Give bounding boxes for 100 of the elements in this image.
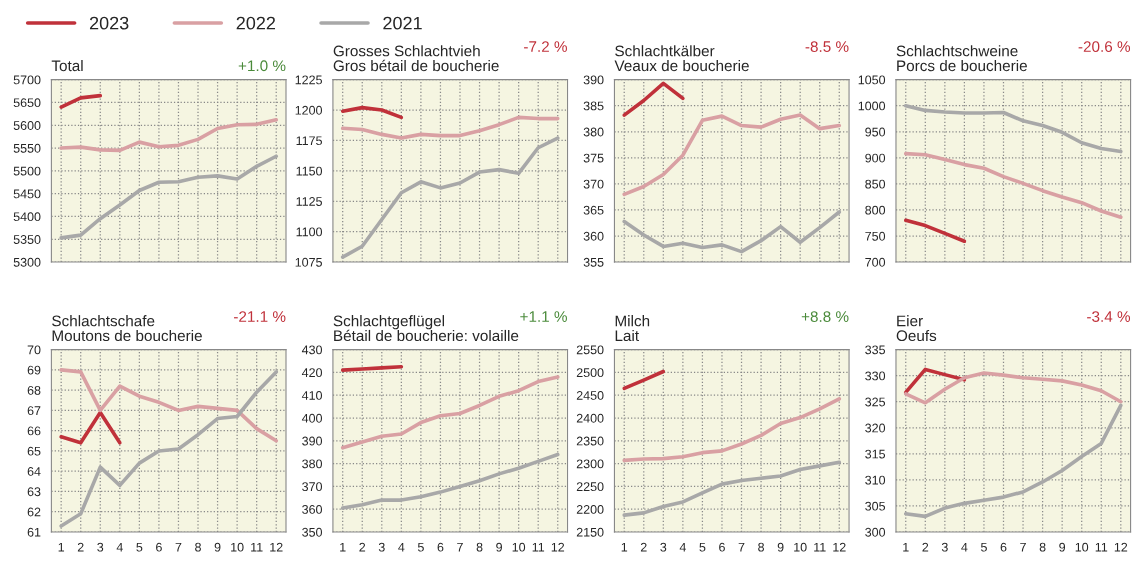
y-tick-label: 1075 [295,257,322,267]
y-tick-label: 64 [27,467,41,476]
y-tick-label: 400 [301,413,323,423]
x-tick-label: 1 [340,542,346,552]
y-tick-label: 305 [865,501,886,511]
text: +8.8 % [801,311,849,322]
x-tick-label: 2 [359,542,366,552]
chart-title: Schlachtschafe [52,315,155,327]
chart-subtitle: Porcs de boucherie [897,59,1027,72]
y-tick-label: 410 [301,391,323,400]
line-series [340,136,560,260]
text: -21.1 % [234,311,286,322]
y-tick-label: 360 [583,231,604,241]
chart-title: Schlachtgeflügel [333,315,445,330]
y-tick-label: 310 [865,475,886,485]
y-tick-label: 430 [301,345,323,355]
y-tick-label: 5500 [13,166,41,176]
x-tick-label: 6 [437,542,444,552]
line-series [340,105,404,120]
y-tick-label: 1200 [295,105,323,115]
y-tick-label: 1150 [296,166,323,176]
y-tick-label: 1000 [858,101,886,111]
x-tick-label: 3 [660,542,667,552]
chart-subtitle: Moutons de boucherie [52,329,202,342]
y-tick-label: 63 [27,487,41,497]
y-tick-label: 65 [27,446,41,456]
x-tick-label: 11 [251,542,263,552]
x-tick-label: 6 [719,542,725,552]
y-tick-label: 360 [302,505,323,514]
y-tick-label: 750 [865,231,886,241]
line-series [59,370,279,528]
line-series [903,367,967,395]
x-tick-label: 11 [532,542,545,552]
y-tick-label: 325 [865,397,886,407]
x-tick-label: 1 [903,542,909,552]
y-tick-label: 350 [302,527,323,537]
chart-subtitle: Bétail de boucherie: volaille [334,329,519,342]
y-tick-label: 1050 [858,75,886,85]
x-tick-label: 1 [58,542,65,552]
line-series [903,218,967,244]
x-tick-label: 5 [417,542,424,552]
x-tick-label: 6 [1000,542,1007,552]
x-tick-label: 9 [214,542,221,552]
line-series [59,154,279,240]
x-tick-label: 2 [640,542,647,552]
x-tick-label: 8 [476,542,483,552]
x-tick-label: 4 [961,542,968,552]
chart-subtitle: Oeufs [896,329,937,342]
y-tick-label: 61 [27,527,41,537]
y-tick-label: 5650 [13,98,41,108]
text: -8.5 % [805,41,849,53]
text: -20.6 % [1078,41,1131,53]
legend-label: 2023 [89,16,129,30]
y-tick-label: 2150 [576,527,604,537]
y-tick-label: 5600 [13,121,41,130]
chart-title: Total [51,59,83,72]
x-tick-label: 10 [794,542,807,552]
y-tick-label: 800 [865,205,886,215]
line-series [903,151,1123,220]
chart-subtitle: Gros bétail de boucherie [333,59,499,72]
chart-title: Milch [615,315,650,327]
y-tick-label: 5400 [13,212,41,222]
text: +1.0 % [238,60,286,72]
x-tick-label: 4 [398,542,405,552]
x-tick-label: 10 [1075,542,1089,552]
x-tick-label: 2 [922,542,929,552]
y-tick-label: 5350 [13,235,41,244]
y-tick-label: 850 [865,179,886,189]
line-series [622,397,842,463]
x-tick-label: 3 [941,542,948,552]
chart-subtitle: Lait [615,329,639,342]
y-tick-label: 5550 [13,143,41,153]
y-tick-label: 370 [302,482,323,492]
text: -7.2 % [524,41,567,52]
y-tick-label: 390 [302,436,323,446]
y-tick-label: 320 [865,423,886,433]
x-tick-label: 6 [156,542,162,552]
y-tick-label: 335 [865,345,886,355]
y-tick-label: 365 [583,205,604,215]
y-tick-label: 385 [583,101,604,111]
line-series [622,113,842,197]
line-series [340,375,560,450]
y-tick-label: 2200 [576,505,604,514]
y-tick-label: 5450 [13,189,41,199]
chart-title: Schlachtkälber [615,45,715,57]
line-series [903,403,1123,519]
x-tick-label: 7 [738,542,745,552]
legend-label: 2022 [236,16,276,30]
x-tick-label: 5 [980,542,987,552]
y-tick-label: 2400 [576,413,604,423]
y-tick-label: 950 [865,127,886,137]
x-tick-label: 9 [777,542,784,552]
x-tick-label: 9 [1059,542,1066,552]
x-tick-label: 12 [270,542,283,552]
x-tick-label: 10 [512,542,526,552]
y-tick-label: 68 [27,385,41,395]
chart-subtitle: Veaux de boucherie [614,59,749,72]
y-tick-label: 2350 [576,436,604,446]
y-tick-label: 370 [583,179,604,189]
x-tick-label: 3 [378,542,385,552]
